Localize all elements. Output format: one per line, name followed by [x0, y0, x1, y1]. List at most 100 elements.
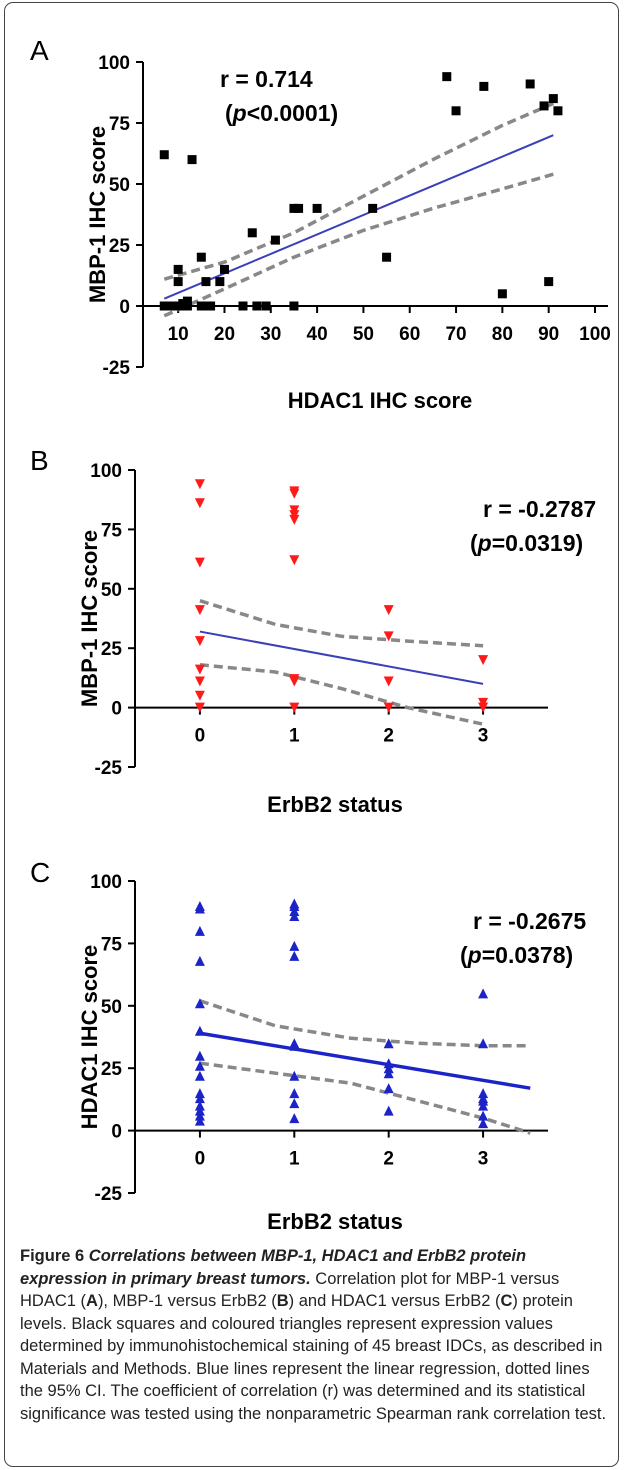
data-point — [182, 301, 192, 311]
data-point — [194, 1025, 205, 1036]
data-point — [478, 702, 489, 713]
data-point — [194, 605, 205, 616]
data-point — [478, 988, 489, 999]
x-axis-title: HDAC1 IHC score — [288, 388, 473, 413]
data-point — [548, 94, 558, 104]
data-point — [182, 296, 192, 306]
x-tick-label: 70 — [445, 324, 466, 345]
panel-a-chart: A 100 75 50 25 0 -25 10 20 30 40 50 60 70 80 90 100 HDAC1… — [30, 35, 611, 413]
data-point — [289, 301, 299, 311]
y-tick-label: 25 — [109, 236, 131, 257]
x-tick-label: 0 — [195, 726, 206, 747]
data-point — [289, 488, 300, 499]
y-axis-title: MBP-1 IHC score — [77, 530, 102, 707]
data-point — [173, 264, 183, 274]
data-point — [289, 1098, 300, 1109]
data-point — [194, 498, 205, 509]
y-tick-label: -25 — [103, 358, 131, 379]
y-tick-label: 50 — [101, 580, 122, 601]
x-tick-label: 40 — [307, 324, 328, 345]
data-point — [194, 479, 205, 490]
data-point — [173, 277, 183, 287]
data-point — [169, 301, 179, 311]
data-point — [270, 235, 280, 245]
data-point — [201, 277, 211, 287]
x-tick-label: 10 — [168, 324, 189, 345]
x-tick-label: 80 — [492, 324, 513, 345]
data-point — [194, 1070, 205, 1081]
data-point — [442, 72, 452, 82]
data-point — [383, 676, 394, 687]
data-point — [238, 301, 248, 311]
p-value-label: (p<0.0001) — [225, 100, 338, 126]
x-tick-label: 2 — [383, 1149, 394, 1170]
y-tick-label: -25 — [95, 758, 123, 779]
caption-bold-b: B — [276, 1292, 289, 1310]
caption-text-1: Correlation plot for MBP-1 versus HDAC1 … — [20, 1269, 560, 1311]
p-value-label: (p=0.0378) — [460, 942, 573, 968]
ci-upper-line — [199, 999, 531, 1048]
ci-lower-line — [199, 663, 484, 726]
regression-line — [199, 1031, 531, 1090]
data-point — [479, 81, 489, 91]
x-tick-label: 3 — [478, 726, 489, 747]
data-point — [196, 301, 206, 311]
y-tick-label: 100 — [98, 53, 130, 74]
data-point — [173, 301, 183, 311]
x-tick-label: 100 — [579, 324, 611, 345]
data-point — [478, 1110, 489, 1121]
data-point — [478, 1038, 489, 1049]
data-point — [383, 1038, 394, 1049]
data-point — [201, 301, 211, 311]
data-point — [252, 301, 262, 311]
correlation-r-label: r = -0.2675 — [473, 908, 586, 934]
panel-letter: B — [30, 445, 49, 476]
x-tick-label: 3 — [478, 1149, 489, 1170]
y-tick-label: 100 — [90, 461, 122, 482]
data-point — [478, 1118, 489, 1129]
data-point — [261, 301, 271, 311]
data-point — [294, 203, 304, 213]
panel-letter: C — [30, 857, 50, 888]
data-point — [544, 277, 554, 287]
data-point — [194, 557, 205, 568]
data-point — [194, 903, 205, 914]
data-point — [289, 1113, 300, 1124]
data-point — [383, 1083, 394, 1094]
data-point — [194, 690, 205, 701]
correlation-r-label: r = 0.714 — [220, 66, 313, 92]
data-point — [194, 925, 205, 936]
data-point — [194, 955, 205, 966]
panel-letter: A — [30, 35, 49, 66]
data-point — [289, 910, 300, 921]
y-tick-label: 0 — [111, 699, 122, 720]
data-point — [219, 264, 229, 274]
data-point — [289, 702, 300, 713]
data-point — [383, 1105, 394, 1116]
x-tick-label: 30 — [260, 324, 281, 345]
caption-bold-a: A — [86, 1292, 98, 1310]
data-point — [368, 203, 378, 213]
ci-lower-line — [163, 172, 554, 318]
caption-title: Correlations between MBP-1, HDAC1 and Er… — [20, 1247, 527, 1288]
data-point — [289, 940, 300, 951]
y-tick-label: 50 — [109, 175, 130, 196]
data-point — [196, 252, 206, 262]
panel-c-chart: C 100 75 50 25 0 -25 0 1 2 3 ErbB2 status HDAC1 IHC … — [30, 857, 586, 1234]
y-axis-title: MBP-1 IHC score — [85, 126, 110, 303]
y-tick-label: 0 — [111, 1122, 122, 1143]
y-tick-label: 50 — [101, 997, 122, 1018]
x-tick-label: 1 — [289, 726, 300, 747]
x-tick-label: 20 — [214, 324, 235, 345]
data-point — [383, 605, 394, 616]
y-tick-label: 75 — [101, 934, 123, 955]
data-point — [194, 1115, 205, 1126]
data-point — [194, 636, 205, 647]
data-point — [497, 289, 507, 299]
data-point — [194, 676, 205, 687]
data-point — [206, 301, 216, 311]
data-point — [289, 1070, 300, 1081]
data-point — [539, 101, 549, 111]
data-point — [451, 106, 461, 116]
data-point — [382, 252, 392, 262]
